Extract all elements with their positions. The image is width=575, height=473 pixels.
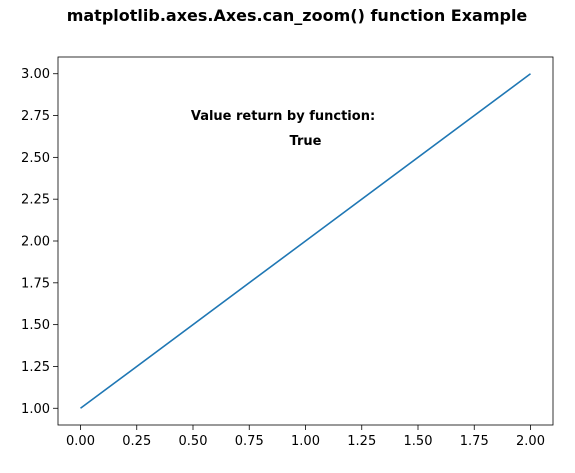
plot-axes: 0.00 0.25 0.50 0.75 1.00 1.25 1.50 1.75 2.00 1.00…	[21, 56, 554, 449]
y-tick-label: 1.00	[21, 402, 50, 417]
x-tick-label: 1.25	[347, 434, 376, 449]
y-tick-label: 1.75	[21, 276, 50, 291]
y-tick-label: 1.25	[21, 360, 50, 375]
y-tick-label: 1.50	[21, 318, 50, 333]
x-tick-label: 0.50	[179, 434, 208, 449]
x-tick-label: 1.00	[291, 434, 320, 449]
y-tick-label: 3.00	[21, 67, 50, 82]
y-tick-label: 2.75	[21, 109, 50, 124]
x-tick-label: 2.00	[516, 434, 545, 449]
x-tick-label: 0.00	[66, 434, 95, 449]
y-tick-label: 2.50	[21, 151, 50, 166]
annotation-label: Value return by function:	[191, 109, 375, 124]
x-tick-label: 0.75	[235, 434, 264, 449]
series-line	[80, 73, 531, 409]
y-tick-label: 2.00	[21, 235, 50, 250]
chart-title: matplotlib.axes.Axes.can_zoom() function…	[67, 6, 528, 25]
annotation-value: True	[290, 134, 322, 149]
y-tick-label: 2.25	[21, 193, 50, 208]
x-tick-label: 1.50	[404, 434, 433, 449]
x-tick-label: 1.75	[460, 434, 489, 449]
x-tick-label: 0.25	[122, 434, 151, 449]
